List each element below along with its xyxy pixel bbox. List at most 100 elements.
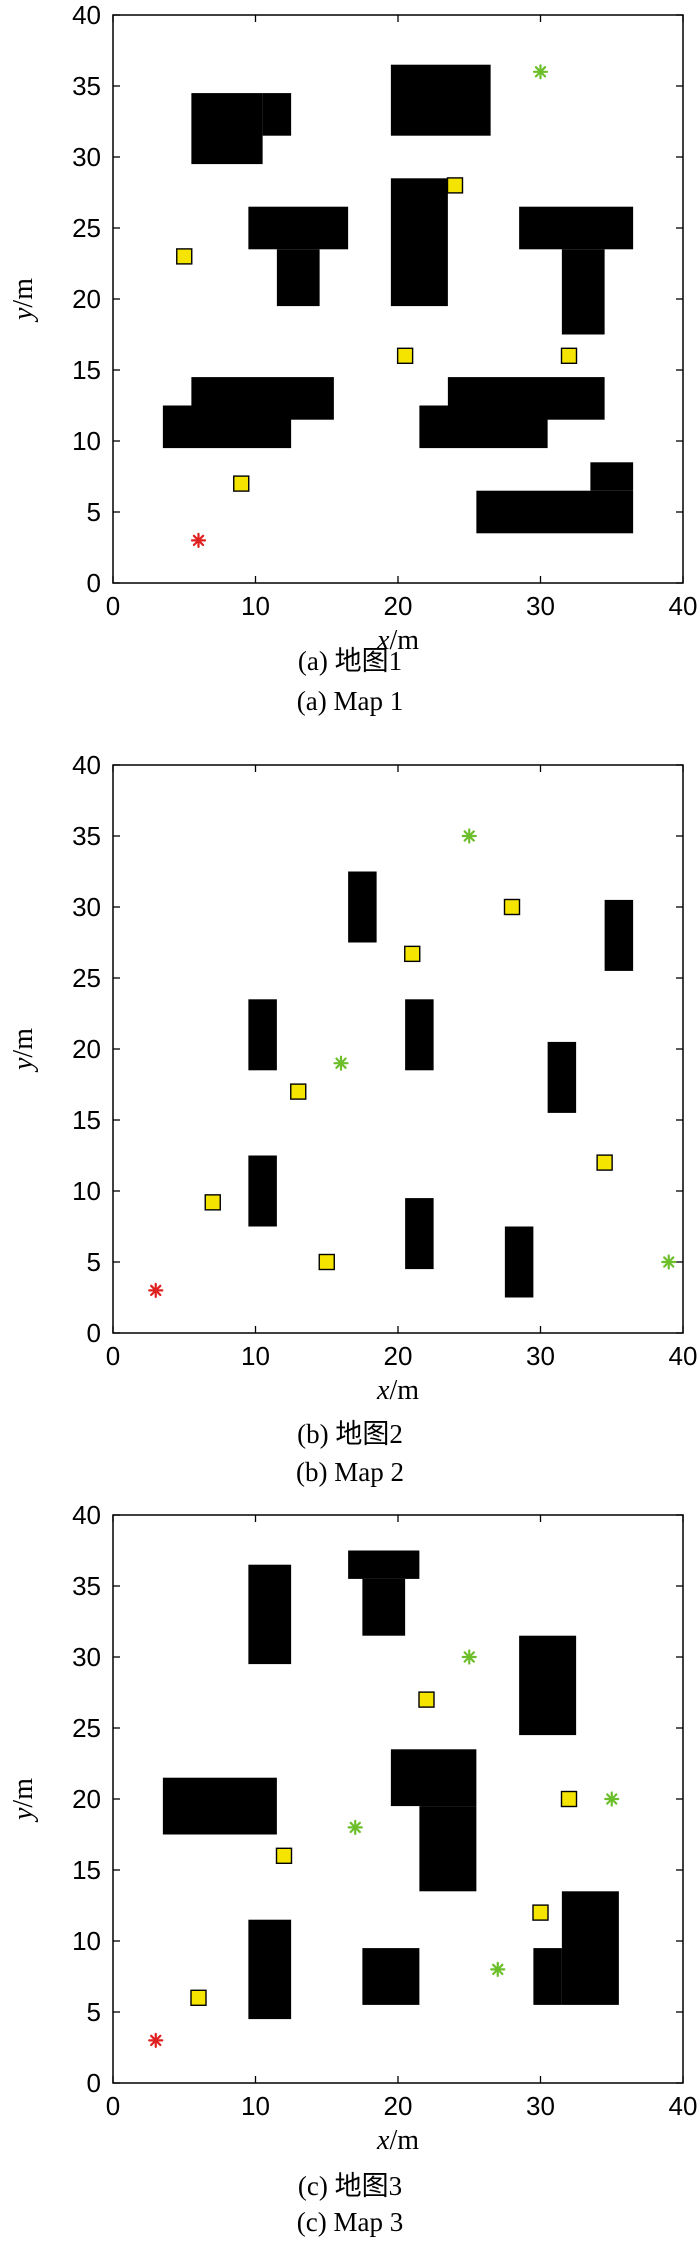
y-tick-label: 30 [72,1642,101,1672]
task-point-3-3 [275,1847,293,1864]
task-point-1-2 [176,248,193,265]
y-tick-label: 20 [72,284,101,314]
obstacle-3-3 [362,1578,406,1636]
x-tick-label: 30 [526,591,555,621]
x-axis-label: x/m [376,2125,419,2156]
y-tick-label: 40 [72,750,101,780]
obstacle-2-7 [405,1198,434,1270]
y-tick-label: 0 [87,568,101,598]
obstacle-3-4 [519,1635,577,1736]
y-tick-label: 15 [72,355,101,385]
x-axis-label-unit: /m [389,1375,419,1406]
x-tick-label: 0 [106,591,120,621]
y-tick-label: 35 [72,1571,101,1601]
obstacle-2-4 [405,999,434,1071]
x-tick-label: 40 [669,1341,698,1371]
y-axis-label-var: y [8,307,39,323]
task-point-2-5 [318,1253,335,1271]
obstacle-1-14 [476,490,634,534]
x-axis-label: x/m [376,1375,419,1406]
y-tick-label: 10 [72,1176,101,1206]
task-point-1-3 [396,347,414,364]
obstacle-1-5 [276,249,320,307]
x-tick-label: 40 [669,591,698,621]
y-tick-label: 35 [72,71,101,101]
goal-marker-2-2 [333,1055,349,1071]
task-point-3-5 [190,1989,207,2006]
map-panel-2: 0 10 20 30 40 0 5 10 15 20 25 30 35 40 x/m y/m (b) 地图2 … [0,750,700,1500]
y-tick-label: 15 [72,1105,101,1135]
goal-marker-1-1 [532,64,549,80]
obstacle-1-6 [390,178,448,307]
map-caption-en-1: (a) Map 1 [296,686,404,716]
start-marker-2-1 [148,1282,164,1299]
x-tick-label: 40 [669,2091,698,2121]
x-axis-label-unit: /m [389,625,419,656]
x-axis-label-var: x [376,2125,390,2156]
task-point-2-2 [404,945,421,963]
map-caption-en-3: (c) Map 3 [296,2207,404,2237]
obstacle-3-11 [533,1948,562,2005]
goal-marker-3-1 [461,1649,477,1665]
task-point-1-4 [560,347,578,364]
goal-marker-3-4 [490,1961,506,1977]
goal-marker-3-3 [347,1819,363,1835]
obstacle-1-7 [519,206,634,250]
y-tick-label: 40 [72,1500,101,1530]
obstacle-3-5 [162,1777,277,1835]
map-caption-cn-2: (b) 地图2 [297,1419,403,1449]
obstacle-2-8 [504,1226,534,1298]
obstacle-1-3 [390,64,491,136]
y-axis-label-unit: /m [8,1028,39,1058]
obstacle-3-7 [419,1806,477,1892]
x-axis-label-var: x [376,625,390,656]
y-axis-label-unit: /m [8,278,39,308]
y-axis-label-unit: /m [8,1778,39,1808]
y-tick-label: 5 [87,1997,101,2027]
obstacles-2 [248,871,634,1298]
x-tick-label: 20 [384,2091,413,2121]
x-axis-label-var: x [376,1375,390,1406]
obstacle-3-8 [248,1919,292,2020]
y-axis-label-var: y [8,1807,39,1823]
plot-frame-2 [112,764,684,1334]
obstacle-1-2 [262,93,292,136]
y-tick-label: 20 [72,1034,101,1064]
y-axis-label: y/m [8,278,39,323]
task-point-3-2 [560,1790,578,1808]
y-tick-label: 30 [72,892,101,922]
x-tick-label: 20 [384,1341,413,1371]
map-caption-en-2: (b) Map 2 [296,1457,404,1487]
obstacles-3 [162,1550,619,2020]
x-tick-label: 10 [241,2091,270,2121]
y-axis-label-var: y [8,1057,39,1073]
y-tick-label: 5 [87,497,101,527]
task-point-2-4 [204,1194,221,1211]
obstacle-3-9 [362,1948,420,2005]
map-caption-cn-1: (a) 地图1 [297,646,403,676]
obstacle-3-2 [348,1550,420,1579]
obstacle-1-1 [191,93,263,165]
y-tick-label: 25 [72,213,101,243]
y-tick-label: 10 [72,426,101,456]
y-tick-label: 30 [72,142,101,172]
y-axis-label: y/m [8,1778,39,1823]
task-points-2 [204,898,613,1271]
start-marker-1-1 [190,532,207,549]
y-tick-label: 40 [72,0,101,30]
task-point-1-1 [446,177,464,194]
map-panel-1: 0 10 20 30 40 0 5 10 15 20 25 30 35 40 x/m y/m (a) 地图1 … [0,0,700,750]
task-point-1-5 [233,475,250,492]
obstacle-3-1 [248,1564,292,1665]
y-tick-label: 25 [72,963,101,993]
obstacle-3-10 [561,1891,619,2005]
y-tick-label: 0 [87,2068,101,2098]
map-caption-cn-3: (c) 地图3 [297,2171,403,2201]
start-marker-3-1 [148,2032,164,2049]
y-tick-label: 5 [87,1247,101,1277]
task-point-3-4 [532,1904,549,1921]
x-tick-label: 30 [526,2091,555,2121]
map-panel-3: 0 10 20 30 40 0 5 10 15 20 25 30 35 40 x/m y/m (c) 地图3 … [0,1500,700,2250]
goal-marker-2-3 [661,1254,677,1270]
